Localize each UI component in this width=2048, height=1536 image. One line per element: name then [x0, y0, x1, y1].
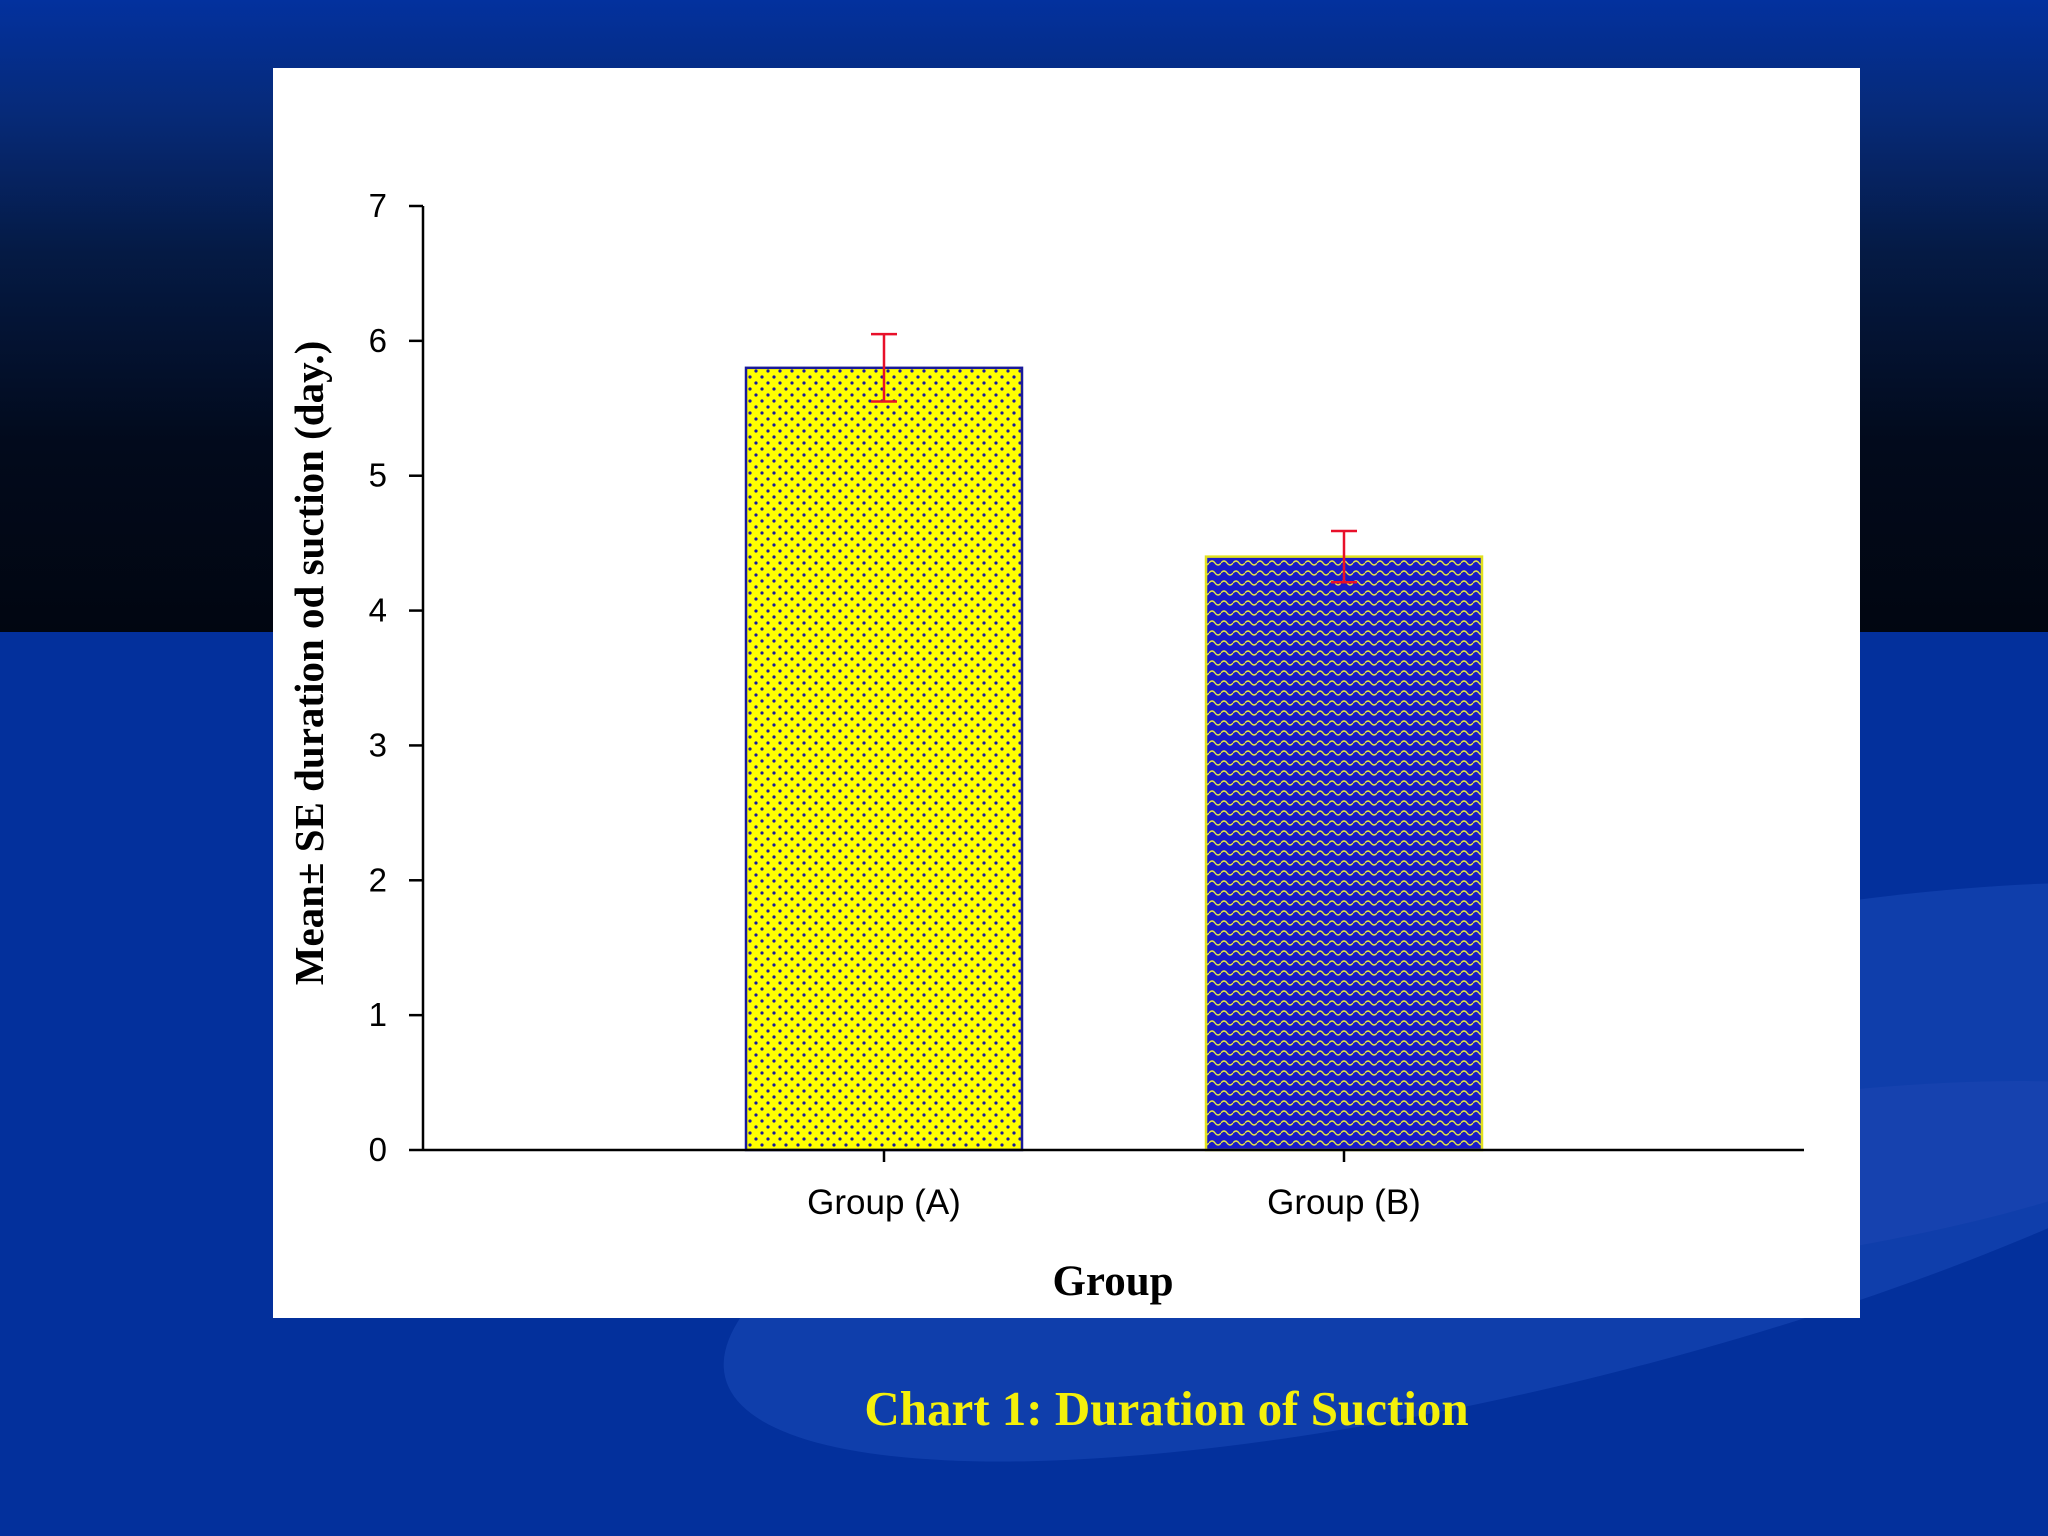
- y-axis-ticks: 0 1 2 3 4 5 6 7: [369, 187, 423, 1168]
- y-tick-label: 4: [369, 592, 387, 629]
- y-tick-label: 2: [369, 861, 387, 898]
- y-axis-label: Mean± SE duration od suction (day.): [286, 341, 332, 985]
- chart-panel: 0 1 2 3 4 5 6 7 Group (A) Group (B) Group Mean± …: [273, 68, 1860, 1318]
- y-tick-label: 1: [369, 996, 387, 1033]
- y-tick-label: 7: [369, 187, 387, 224]
- x-axis-label: Group: [1052, 1258, 1173, 1305]
- bar-group-a: [744, 366, 1024, 1152]
- x-tick-label: Group (A): [807, 1183, 961, 1222]
- y-tick-label: 6: [369, 322, 387, 359]
- x-tick-label: Group (B): [1267, 1183, 1421, 1222]
- bar-group-b: [1204, 555, 1484, 1152]
- y-tick-label: 5: [369, 457, 387, 494]
- y-tick-label: 3: [369, 726, 387, 763]
- x-axis-ticks: Group (A) Group (B): [807, 1150, 1421, 1222]
- error-bars-group: [871, 332, 1357, 584]
- y-tick-label: 0: [369, 1131, 387, 1168]
- bar-chart: 0 1 2 3 4 5 6 7 Group (A) Group (B) Group Mean± …: [286, 187, 1804, 1305]
- chart-caption: Chart 1: Duration of Suction: [864, 1381, 1469, 1436]
- bars-group: [744, 366, 1484, 1152]
